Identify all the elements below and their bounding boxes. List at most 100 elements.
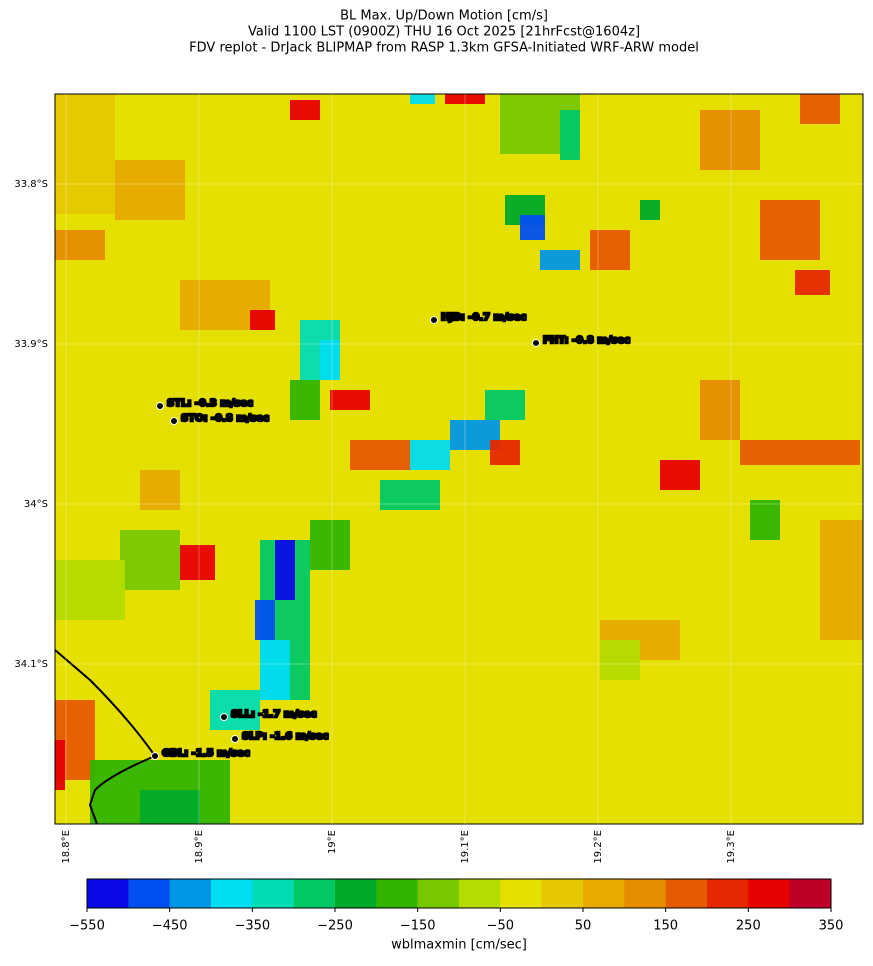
colorbar-frame [86, 878, 832, 909]
field-cell [330, 390, 370, 410]
field-cell [410, 94, 435, 104]
colorbar-swatch [87, 879, 129, 908]
colorbar-tick-label: −250 [317, 919, 353, 934]
colorbar-tick-label: 50 [575, 919, 592, 934]
colorbar-swatch [335, 879, 377, 908]
station-marker [220, 713, 228, 721]
colorbar-swatch [583, 879, 625, 908]
colorbar-tick-label: −150 [400, 919, 436, 934]
station-label: STO: -0.8 m/sec [181, 413, 269, 424]
field-cell [700, 110, 760, 170]
colorbar-tick-label: 350 [819, 919, 844, 934]
colorbar-swatch [500, 879, 543, 908]
lon-label: 18.9°E [194, 830, 205, 864]
field-cell [820, 520, 863, 640]
field-cell [490, 440, 520, 465]
lon-label: 19.1°E [460, 830, 471, 864]
field-cell [640, 200, 660, 220]
field-cell [750, 500, 780, 540]
lat-label: 34°S [24, 499, 48, 510]
field-cell [55, 94, 115, 214]
colorbar-swatch [169, 879, 212, 908]
lon-label: 19°E [327, 830, 338, 854]
field-cell [250, 310, 275, 330]
colorbar-swatch [252, 879, 295, 908]
field-cell [140, 470, 180, 510]
colorbar: −550 −450 −350 −250 −150 −50 50 150 250 350 [69, 878, 844, 934]
colorbar-swatch [211, 879, 253, 908]
field-cell [290, 100, 320, 120]
field-cell [590, 230, 630, 270]
colorbar-tick-label: 150 [653, 919, 678, 934]
colorbar-swatch [293, 879, 336, 908]
map-frame [54, 93, 864, 825]
field-cell [350, 440, 410, 470]
title: BL Max. Up/Down Motion [cm/s] [340, 9, 548, 24]
field-cell [380, 480, 440, 510]
field-cell [310, 520, 350, 570]
colorbar-swatch [789, 879, 832, 908]
colorbar-swatch [541, 879, 584, 908]
field-cell [260, 640, 290, 700]
field-cell [120, 530, 180, 590]
field-cell [180, 545, 215, 580]
station-label: HJB: -0.7 m/sec [441, 312, 526, 323]
field-cell [255, 600, 275, 640]
field-cell [560, 110, 580, 160]
field-cell [55, 740, 65, 790]
title: FDV replot - DrJack BLIPMAP from RASP 1.… [189, 41, 699, 56]
field-cell [55, 560, 125, 620]
field-cell [600, 640, 640, 680]
lon-label: 18.8°E [61, 830, 72, 864]
field-cell [140, 790, 200, 824]
field-cell [275, 540, 295, 600]
map: 33.8°S 33.9°S 34°S 34.1°S 18.8°E 18.9°E 19°E 19… [14, 93, 864, 864]
colorbar-swatch [459, 879, 501, 908]
station-marker [532, 339, 540, 347]
title: Valid 1100 LST (0900Z) THU 16 Oct 2025 [… [248, 25, 640, 40]
lat-label: 33.9°S [14, 339, 48, 350]
field-cell [740, 440, 860, 465]
colorbar-swatch [376, 879, 419, 908]
field-cell [660, 460, 700, 490]
field-cell [410, 440, 450, 470]
lat-label: 33.8°S [14, 179, 48, 190]
field-cell [800, 94, 840, 124]
station-marker [170, 417, 178, 425]
station-marker [231, 735, 239, 743]
field-cell [485, 390, 525, 420]
station-label: SLL: -1.7 m/sec [231, 709, 317, 720]
station-label: FHT: -0.8 m/sec [543, 335, 630, 346]
field-cell [520, 215, 545, 240]
colorbar-swatch [417, 879, 460, 908]
colorbar-tick-label: −50 [487, 919, 514, 934]
field-cell [55, 230, 105, 260]
field-cell [795, 270, 830, 295]
colorbar-tick-label: −550 [69, 919, 105, 934]
colorbar-swatch [707, 879, 749, 908]
colorbar-swatch [128, 879, 171, 908]
field-cell [445, 94, 485, 104]
map-background [55, 94, 863, 824]
field-cell [290, 380, 320, 420]
station-label: GBL: -1.5 m/sec [162, 748, 250, 759]
colorbar-swatch [624, 879, 667, 908]
station-label: STL: -0.3 m/sec [167, 398, 253, 409]
colorbar-tick-label: −450 [152, 919, 188, 934]
colorbar-tick-label: −350 [234, 919, 270, 934]
field-cell [760, 200, 820, 260]
station-marker [430, 316, 438, 324]
station-marker [151, 752, 159, 760]
colorbar-tick-label: 250 [736, 919, 761, 934]
field-cell [700, 380, 740, 440]
colorbar-swatch [665, 879, 708, 908]
field-cell [540, 250, 580, 270]
lon-label: 19.3°E [726, 830, 737, 864]
lon-label: 19.2°E [593, 830, 604, 864]
field-cell [115, 160, 185, 220]
field-cell [320, 340, 340, 380]
colorbar-label: wblmaxmin [cm/sec] [391, 938, 527, 953]
station-marker [156, 402, 164, 410]
colorbar-swatch [748, 879, 791, 908]
